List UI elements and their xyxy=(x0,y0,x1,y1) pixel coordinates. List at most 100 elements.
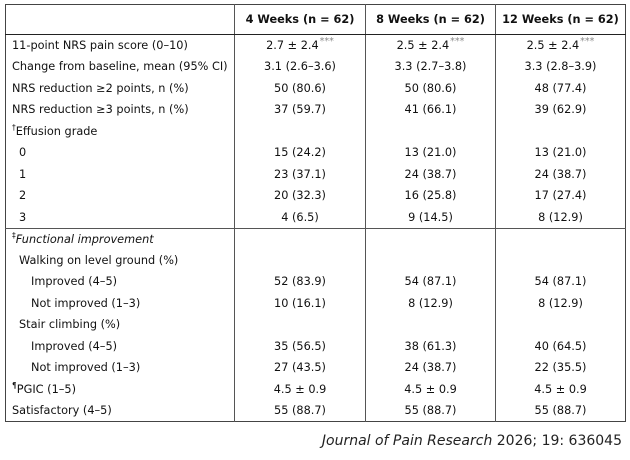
row-label-text: Stair climbing (%) xyxy=(19,318,121,332)
cell-value: 50 (80.6) xyxy=(274,81,326,95)
cell-week-4: 3.1 (2.6–3.6) xyxy=(234,56,366,78)
cell-week-8: 13 (21.0) xyxy=(365,142,496,164)
cell-week-4 xyxy=(234,120,366,142)
cell-week-12: 39 (62.9) xyxy=(495,99,626,121)
row-label-text: 3 xyxy=(19,210,27,224)
cell-value: 24 (38.7) xyxy=(534,167,587,181)
journal-citation: Journal of Pain Research 2026; 19: 63604… xyxy=(322,433,622,449)
cell-week-4: 52 (83.9) xyxy=(234,271,366,293)
cell-week-8: 24 (38.7) xyxy=(365,357,496,379)
table-header-row: 4 Weeks (n = 62) 8 Weeks (n = 62) 12 Wee… xyxy=(5,4,626,35)
cell-week-12: 55 (88.7) xyxy=(495,400,626,422)
cell-week-8: 3.3 (2.7–3.8) xyxy=(365,56,496,78)
table-row: 3 4 (6.5) 9 (14.5) 8 (12.9) xyxy=(5,206,626,229)
row-label-text: Improved (4–5) xyxy=(31,275,118,289)
row-label-text: 1 xyxy=(19,167,27,181)
cell-week-12 xyxy=(495,120,626,142)
cell-week-12 xyxy=(495,249,626,271)
table-row: ¶PGIC (1–5) 4.5 ± 0.9 4.5 ± 0.9 4.5 ± 0.9 xyxy=(6,378,626,401)
cell-week-4 xyxy=(234,314,366,336)
row-label: Stair climbing (%) xyxy=(6,314,235,336)
cell-week-4: 20 (32.3) xyxy=(234,185,366,207)
cell-week-12: 40 (64.5) xyxy=(495,335,626,357)
cell-value: 13 (21.0) xyxy=(534,146,587,160)
cell-value: 16 (25.8) xyxy=(404,189,457,203)
cell-value: 3.1 (2.6–3.6) xyxy=(264,60,336,74)
table-row: 11-point NRS pain score (0–10) 2.7 ± 2.4*… xyxy=(6,34,626,57)
row-label: Satisfactory (4–5) xyxy=(6,400,235,422)
cell-week-4: 4.5 ± 0.9 xyxy=(234,378,366,400)
row-label: Change from baseline, mean (95% CI) xyxy=(6,56,235,78)
cell-value: 52 (83.9) xyxy=(274,275,326,289)
cell-week-12 xyxy=(495,228,626,250)
row-label-text: PGIC (1–5) xyxy=(16,382,76,396)
cell-value: 20 (32.3) xyxy=(274,189,326,203)
row-label: 1 xyxy=(6,164,235,186)
cell-value: 37 (59.7) xyxy=(274,103,326,117)
cell-week-4: 35 (56.5) xyxy=(234,335,366,357)
cell-value: 24 (38.7) xyxy=(404,167,457,181)
row-label-text: Improved (4–5) xyxy=(31,339,118,353)
cell-value: 9 (14.5) xyxy=(408,210,453,224)
cell-value: 4.5 ± 0.9 xyxy=(534,382,587,396)
row-label: 0 xyxy=(6,142,235,164)
cell-value: 27 (43.5) xyxy=(274,361,326,375)
cell-week-4: 4 (6.5) xyxy=(234,206,366,229)
row-label-text: 0 xyxy=(19,146,27,160)
table-row: Improved (4–5) 52 (83.9) 54 (87.1) 54 (87.1… xyxy=(6,271,626,293)
row-label: NRS reduction ≥3 points, n (%) xyxy=(6,99,235,121)
cell-value: 13 (21.0) xyxy=(404,146,457,160)
row-label: ‡Functional improvement xyxy=(6,228,235,250)
results-table: 4 Weeks (n = 62) 8 Weeks (n = 62) 12 Wee… xyxy=(5,4,626,422)
cell-week-4: 23 (37.1) xyxy=(234,163,366,185)
cell-week-4: 50 (80.6) xyxy=(234,77,366,99)
cell-value: 3.3 (2.8–3.9) xyxy=(524,60,597,74)
cell-week-12: 4.5 ± 0.9 xyxy=(495,378,626,400)
row-label: Improved (4–5) xyxy=(6,336,235,358)
cell-value: 39 (62.9) xyxy=(534,103,587,117)
footnote-marker: ‡ xyxy=(12,230,16,240)
footnote-marker: ¶ xyxy=(12,380,17,390)
row-label-text: 2 xyxy=(19,189,27,203)
table-row: NRS reduction ≥2 points, n (%) 50 (80.6) 5… xyxy=(6,77,626,99)
cell-week-8: 4.5 ± 0.9 xyxy=(365,378,496,400)
cell-value: 15 (24.2) xyxy=(274,146,326,160)
cell-value: 8 (12.9) xyxy=(538,210,583,224)
cell-week-8 xyxy=(365,228,496,250)
table-row: Not improved (1–3) 27 (43.5) 24 (38.7) 22 (… xyxy=(6,357,626,379)
table-row: Change from baseline, mean (95% CI) 3.1 (… xyxy=(6,56,626,78)
significance-stars: *** xyxy=(580,36,595,48)
cell-value: 55 (88.7) xyxy=(274,404,326,417)
table-row: Not improved (1–3) 10 (16.1) 8 (12.9) 8 (12… xyxy=(6,292,626,315)
row-label-text: Not improved (1–3) xyxy=(31,296,141,310)
citation-details: 2026; 19: 636045 xyxy=(492,433,622,449)
cell-week-12 xyxy=(495,314,626,336)
cell-week-8: 55 (88.7) xyxy=(365,400,496,422)
row-label: Not improved (1–3) xyxy=(6,357,235,379)
row-label-text: Not improved (1–3) xyxy=(31,361,141,375)
row-label-text: Functional improvement xyxy=(15,232,154,246)
row-label: Improved (4–5) xyxy=(6,271,235,293)
row-label-text: NRS reduction ≥3 points, n (%) xyxy=(12,103,189,117)
cell-week-12: 22 (35.5) xyxy=(495,357,626,379)
cell-week-8 xyxy=(365,120,496,142)
cell-week-8: 16 (25.8) xyxy=(365,185,496,207)
row-label: ¶PGIC (1–5) xyxy=(6,379,235,401)
cell-week-4 xyxy=(234,249,366,271)
cell-value: 22 (35.5) xyxy=(534,361,587,375)
cell-week-8: 24 (38.7) xyxy=(365,163,496,185)
table-row: Satisfactory (4–5) 55 (88.7) 55 (88.7) 55 (… xyxy=(6,400,626,422)
row-label: Walking on level ground (%) xyxy=(6,250,235,272)
cell-value: 48 (77.4) xyxy=(534,81,587,95)
cell-value: 4.5 ± 0.9 xyxy=(404,382,457,396)
significance-stars: *** xyxy=(450,36,465,48)
cell-week-12: 13 (21.0) xyxy=(495,142,626,164)
cell-value: 8 (12.9) xyxy=(538,296,583,310)
header-4-weeks: 4 Weeks (n = 62) xyxy=(234,4,366,35)
row-label: 11-point NRS pain score (0–10) xyxy=(6,35,235,57)
cell-value: 41 (66.1) xyxy=(404,103,457,117)
cell-week-4: 55 (88.7) xyxy=(234,400,366,422)
table-row: 2 20 (32.3) 16 (25.8) 17 (27.4) xyxy=(6,185,626,207)
row-label: 2 xyxy=(6,185,235,207)
row-label: Not improved (1–3) xyxy=(6,293,235,315)
